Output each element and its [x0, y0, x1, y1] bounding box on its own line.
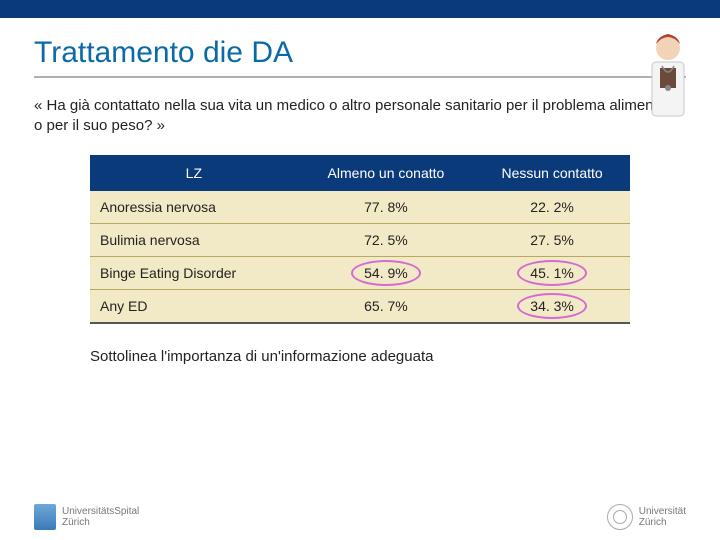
row-value-1: 72. 5% [298, 223, 475, 256]
row-value-1: 54. 9% [298, 256, 475, 289]
row-value-2: 34. 3% [474, 289, 630, 323]
logo-left-line2: Zürich [62, 517, 139, 528]
logo-right-text: Universität Zürich [639, 506, 686, 528]
doctor-illustration [640, 28, 696, 124]
row-value-1: 65. 7% [298, 289, 475, 323]
logo-right: Universität Zürich [607, 504, 686, 530]
table-row: Bulimia nervosa72. 5%27. 5% [90, 223, 630, 256]
footer-logos: UniversitätsSpital Zürich Universität Zü… [34, 504, 686, 530]
question-text: « Ha già contattato nella sua vita un me… [0, 96, 720, 155]
data-table-wrap: LZ Almeno un conatto Nessun contatto Ano… [90, 155, 630, 324]
logo-right-line1: Universität [639, 506, 686, 517]
university-seal-icon [607, 504, 633, 530]
hospital-badge-icon [34, 504, 56, 530]
title-underline [34, 76, 686, 78]
row-label: Binge Eating Disorder [90, 256, 298, 289]
table-row: Any ED65. 7%34. 3% [90, 289, 630, 323]
top-bar [0, 0, 720, 18]
logo-left-text: UniversitätsSpital Zürich [62, 506, 139, 528]
highlight-ellipse [517, 293, 587, 319]
table-row: Binge Eating Disorder54. 9%45. 1% [90, 256, 630, 289]
highlight-ellipse [517, 260, 587, 286]
data-table: LZ Almeno un conatto Nessun contatto Ano… [90, 155, 630, 324]
col-header-2: Nessun contatto [474, 155, 630, 191]
table-header-row: LZ Almeno un conatto Nessun contatto [90, 155, 630, 191]
row-value-1: 77. 8% [298, 191, 475, 224]
logo-left-line1: UniversitätsSpital [62, 506, 139, 517]
col-header-1: Almeno un conatto [298, 155, 475, 191]
page-title: Trattamento die DA [0, 18, 720, 76]
row-label: Anoressia nervosa [90, 191, 298, 224]
logo-right-line2: Zürich [639, 517, 686, 528]
table-row: Anoressia nervosa77. 8%22. 2% [90, 191, 630, 224]
row-value-2: 45. 1% [474, 256, 630, 289]
row-label: Bulimia nervosa [90, 223, 298, 256]
footnote-text: Sottolinea l'importanza di un'informazio… [0, 324, 720, 365]
highlight-ellipse [351, 260, 421, 286]
logo-left: UniversitätsSpital Zürich [34, 504, 139, 530]
row-value-2: 27. 5% [474, 223, 630, 256]
row-label: Any ED [90, 289, 298, 323]
col-header-0: LZ [90, 155, 298, 191]
row-value-2: 22. 2% [474, 191, 630, 224]
